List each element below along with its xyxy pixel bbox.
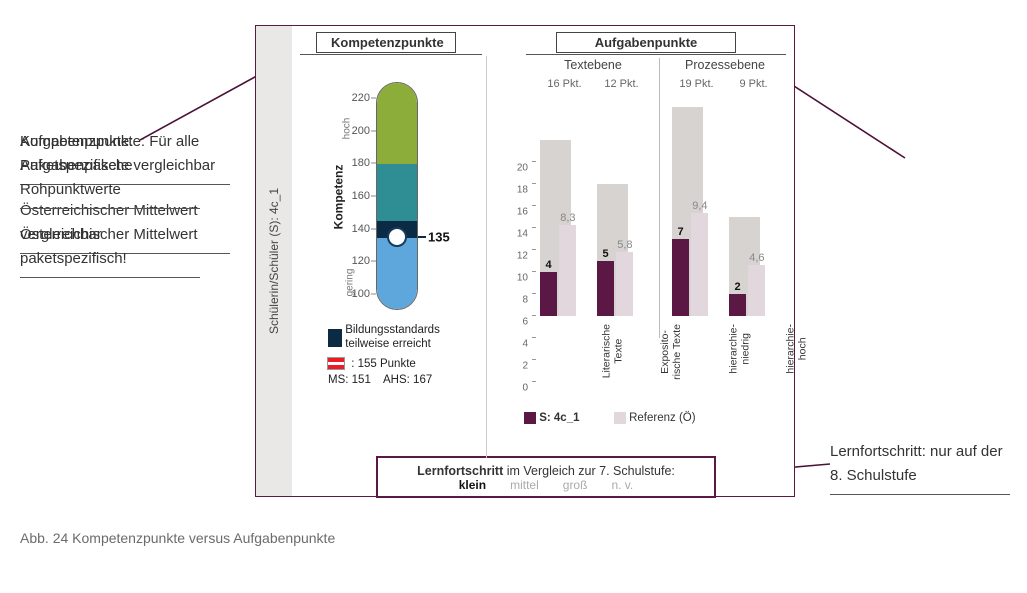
- legend-ref-label: Referenz (Ö): [629, 412, 695, 424]
- y-tick-label: 16: [504, 207, 532, 218]
- competence-status-block: Bildungsstandards teilweise erreicht : 1…: [328, 324, 498, 386]
- progress-option: mittel: [510, 478, 539, 492]
- y-tick-label: 18: [504, 185, 532, 196]
- bar: 5,8: [616, 252, 633, 316]
- annotation-right-p2: Österreichischer Mittelwert paketspezifi…: [20, 223, 200, 271]
- annotation-bottom-p1: Lernfortschritt: nur auf der 8. Schulstu…: [830, 440, 1010, 488]
- progress-option: n. v.: [611, 478, 633, 492]
- ahs-label: AHS:: [383, 374, 410, 386]
- annotation-bottom: Lernfortschritt: nur auf der 8. Schulstu…: [830, 440, 1010, 495]
- x-category-label: hierarchie-hoch: [785, 324, 809, 374]
- tab-right-label: Aufgabenpunkte: [595, 35, 698, 50]
- legend-s-label: S: 4c_1: [539, 412, 579, 424]
- figure-box: Schülerin/Schüler (S): 4c_1 Kompetenzpun…: [255, 25, 795, 497]
- task-chart: 48,3LiterarischeTexte55,8Exposito-rische…: [504, 96, 782, 406]
- y-tick-label: 8: [504, 295, 532, 306]
- sidebar-strip: Schülerin/Schüler (S): 4c_1: [256, 26, 292, 496]
- progress-box: Lernfortschritt im Vergleich zur 7. Schu…: [376, 456, 716, 498]
- bar: 4: [540, 272, 557, 316]
- ahs-value: 167: [413, 374, 432, 386]
- competence-axis-label: Kompetenz: [331, 165, 345, 230]
- bar: 5: [597, 261, 614, 316]
- progress-rest: im Vergleich zur 7. Schulstufe:: [507, 464, 675, 478]
- status-row: Bildungsstandards teilweise erreicht: [328, 324, 498, 352]
- task-chart-legend: S: 4c_1 Referenz (Ö): [524, 412, 696, 424]
- x-category-label: hierarchie-niedrig: [728, 324, 752, 374]
- y-tick-label: 0: [504, 383, 532, 394]
- competence-pill: [376, 82, 418, 310]
- progress-line: Lernfortschritt im Vergleich zur 7. Schu…: [388, 464, 704, 478]
- legend-swatch-ref: [614, 412, 626, 424]
- ms-ahs-row: MS: 151 AHS: 167: [328, 374, 498, 386]
- annotation-bottom-rule: [830, 494, 1010, 495]
- figure-caption: Abb. 24 Kompetenzpunkte versus Aufgabenp…: [20, 530, 335, 546]
- progress-options: klein mittel groß n. v.: [388, 478, 704, 492]
- y-tick-label: 10: [504, 273, 532, 284]
- status-swatch: [328, 329, 342, 347]
- tab-kompetenzpunkte: Kompetenzpunkte: [316, 32, 456, 53]
- ms-label: MS:: [328, 374, 348, 386]
- annotation-right: Aufgabenpunkte: Paketspezifische Rohpunk…: [20, 130, 200, 278]
- progress-bold: Lernfortschritt: [417, 464, 503, 478]
- competence-thermometer: Kompetenz hoch gering 100120140160180200…: [376, 82, 418, 310]
- y-tick-label: 14: [504, 229, 532, 240]
- x-category-label: Exposito-rische Texte: [659, 324, 683, 380]
- legend-swatch-s: [524, 412, 536, 424]
- bar: 2: [729, 294, 746, 316]
- ms-value: 151: [352, 374, 371, 386]
- tab-left-label: Kompetenzpunkte: [331, 35, 444, 50]
- y-tick-label: 20: [504, 163, 532, 174]
- progress-option: groß: [563, 478, 588, 492]
- annotation-right-rule2: [20, 277, 200, 278]
- group-title: Textebene: [536, 58, 650, 72]
- flag-value: 155 Punkte: [358, 358, 416, 370]
- bar: 4,6: [748, 265, 765, 316]
- austria-flag-icon: [328, 358, 344, 369]
- tab-left-underline: [300, 54, 482, 55]
- bar: 7: [672, 239, 689, 316]
- y-tick-label: 4: [504, 339, 532, 350]
- tab-aufgabenpunkte: Aufgabenpunkte: [556, 32, 736, 53]
- sidebar-label: Schülerin/Schüler (S): 4c_1: [267, 188, 281, 334]
- x-category-label: LiterarischeTexte: [601, 324, 625, 378]
- group-title: Prozessebene: [668, 58, 782, 72]
- annotation-right-rule1: [20, 208, 200, 209]
- bar: 8,3: [559, 225, 576, 316]
- bar: 9,4: [691, 213, 708, 316]
- progress-option: klein: [459, 478, 486, 492]
- tab-right-underline: [526, 54, 786, 55]
- flag-colon: :: [351, 358, 354, 370]
- flag-row: : 155 Punkte: [328, 358, 498, 370]
- y-tick-label: 12: [504, 251, 532, 262]
- y-tick-label: 2: [504, 361, 532, 372]
- status-text: Bildungsstandards teilweise erreicht: [345, 324, 475, 352]
- competence-marker: [387, 227, 407, 247]
- stage: Kompetenzpunkte: Für alle Aufgaben­paket…: [20, 20, 1007, 573]
- y-tick-label: 6: [504, 317, 532, 328]
